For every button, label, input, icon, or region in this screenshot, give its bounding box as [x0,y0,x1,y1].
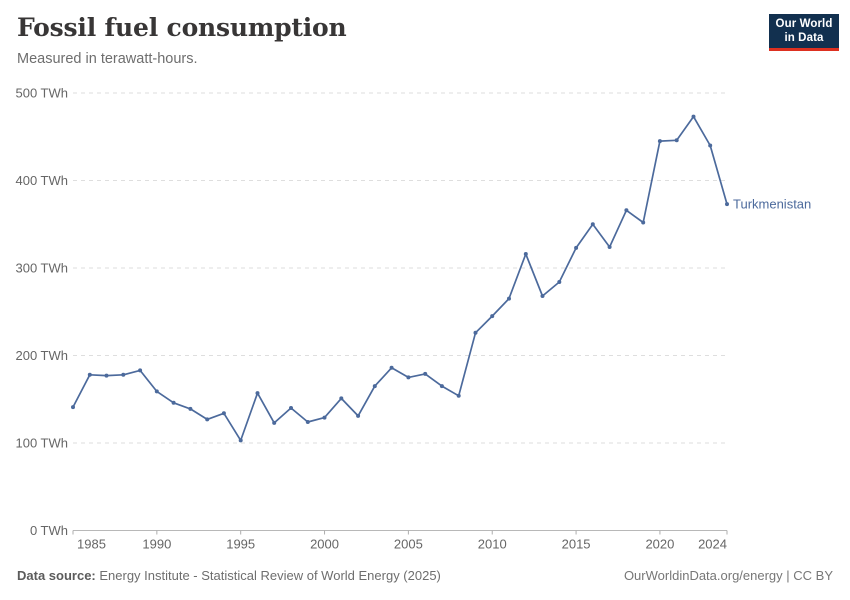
data-point [725,202,729,207]
data-point [171,400,176,405]
data-point [456,393,461,398]
data-point [473,330,478,335]
data-point [574,245,579,250]
x-tick-label: 2024 [698,537,727,552]
y-tick-label: 400 TWh [15,173,68,188]
chart-subtitle: Measured in terawatt-hours. [17,50,198,67]
x-tick-label: 1990 [142,537,171,552]
data-source-text: Energy Institute - Statistical Review of… [95,568,441,583]
data-point [708,143,713,148]
data-point [87,372,92,377]
data-point [272,420,277,425]
data-source-label: Data source: [17,568,96,583]
y-tick-label: 100 TWh [15,436,68,451]
data-point [406,375,411,380]
data-source-note: Data source: Energy Institute - Statisti… [17,568,441,583]
data-point [439,384,444,389]
owid-logo-line2: in Data [784,32,824,44]
x-tick-label: 2020 [645,537,674,552]
chart-header: Fossil fuel consumption Measured in tera… [17,13,750,67]
chart-footer: Data source: Energy Institute - Statisti… [17,568,833,583]
y-tick-label: 300 TWh [15,261,68,276]
entity-label[interactable]: Turkmenistan [733,197,811,212]
owid-logo-line1: Our World [775,17,833,30]
data-point [674,138,679,143]
x-tick-label: 2005 [394,537,423,552]
data-point [557,280,562,284]
data-point [523,252,528,256]
data-point [138,368,143,373]
data-point [423,371,428,376]
line-chart-svg: 0 TWh 100 TWh 200 TWh 300 TWh 400 TWh 500 TWh… [15,86,811,552]
x-tick-label: 1995 [226,537,255,552]
data-point [657,139,662,144]
credit-link[interactable]: OurWorldinData.org/energy | CC BY [623,568,833,583]
data-point [590,222,595,227]
data-point [607,245,612,249]
data-point [691,114,696,119]
y-tick-label: 500 TWh [15,86,68,101]
data-point [356,413,361,418]
x-tick-label: 2010 [478,537,507,552]
data-point [389,365,394,370]
data-point [490,314,495,319]
x-tick-label: 2000 [310,537,339,552]
y-tick-label: 200 TWh [15,348,68,363]
data-point [71,405,75,410]
owid-logo[interactable]: Our World in Data [769,14,839,51]
x-tick-label: 1985 [77,537,106,552]
data-point [221,411,226,416]
y-tick-label: 0 TWh [30,523,68,538]
data-point [255,391,260,396]
chart-title: Fossil fuel consumption [17,13,347,42]
data-point [104,373,109,378]
data-point [154,389,159,394]
data-point [507,296,511,301]
data-point [372,384,377,389]
data-line [72,115,728,442]
data-point [339,396,344,401]
chart-plot-area[interactable]: 0 TWh 100 TWh 200 TWh 300 TWh 400 TWh 500 TWh… [0,78,850,558]
data-point [238,438,243,443]
data-point [540,294,545,298]
data-point [205,417,210,422]
x-tick-label: 2015 [562,537,591,552]
data-point [289,406,293,410]
data-point [641,220,646,225]
data-point [121,372,126,377]
data-point [305,420,310,424]
data-point [322,415,327,420]
data-point [624,208,629,213]
data-point [188,406,193,411]
